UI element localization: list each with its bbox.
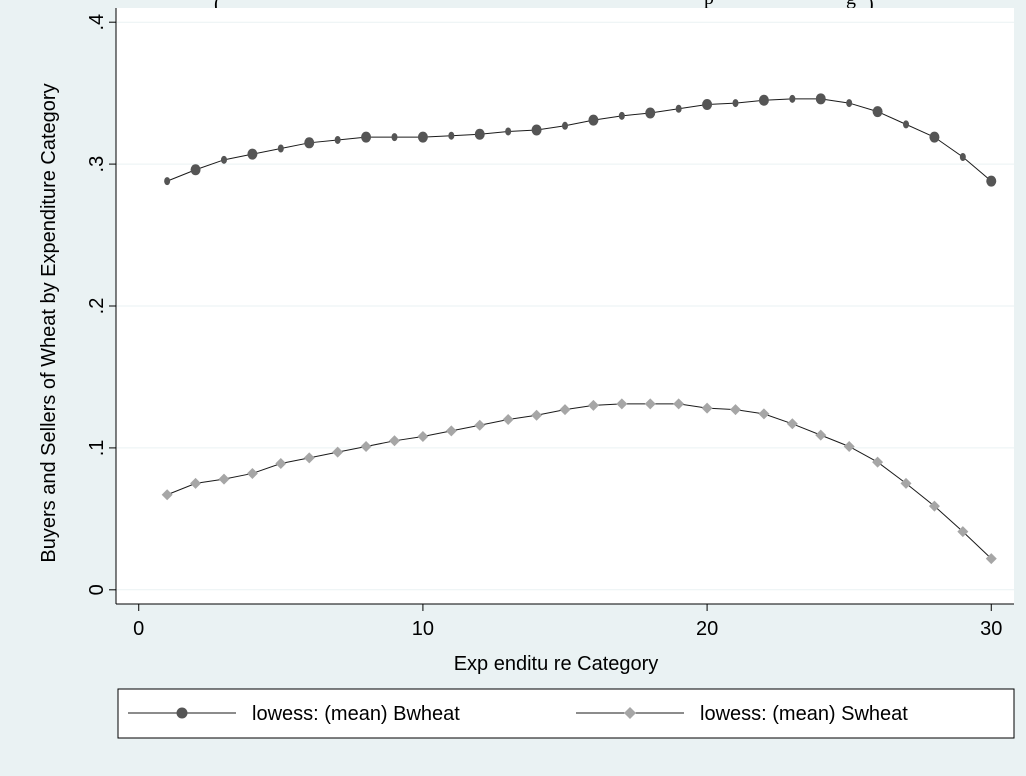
series-1-point-26 <box>900 477 912 489</box>
y-tick-label-1: .1 <box>86 440 108 457</box>
caption-fragment-close-paren: ) <box>867 0 874 15</box>
series-1-point-27 <box>928 500 940 512</box>
series-1-point-2 <box>218 473 230 485</box>
legend-label-bwheat: lowess: (mean) Bwheat <box>252 703 460 725</box>
x-tick-label-2: 20 <box>696 618 718 640</box>
series-0-point-22 <box>789 94 796 103</box>
series-1-point-18 <box>673 398 685 410</box>
series-0-point-2 <box>220 155 227 164</box>
series-1-point-17 <box>644 398 656 410</box>
series-0-point-29 <box>986 175 997 187</box>
grid-lines <box>116 21 1014 591</box>
series-1-point-29 <box>985 553 997 565</box>
series-0-point-17 <box>645 107 656 119</box>
series-1-point-14 <box>559 404 571 416</box>
legend-box <box>117 688 1015 739</box>
series-1-point-25 <box>872 456 884 468</box>
legend: lowess: (mean) Bwheat lowess: (mean) Swh… <box>117 688 1015 739</box>
y-tick-label-2: .2 <box>86 298 108 315</box>
series-line-1 <box>166 403 992 559</box>
series-1-point-1 <box>190 477 202 489</box>
caption-fragment-p: p <box>704 0 714 9</box>
series-0-point-14 <box>562 121 568 130</box>
caption-fragment-open-paren: ( <box>214 0 221 15</box>
series-0-point-7 <box>361 131 372 143</box>
y-axis-label: Buyers and Sellers of Wheat by Expenditu… <box>38 83 60 562</box>
series-0-point-26 <box>903 120 910 129</box>
axes: 0 .1 .2 .3 .4 0 10 20 30 <box>86 8 1014 640</box>
series-0-point-6 <box>334 135 341 144</box>
x-axis-label: Exp enditu re Category <box>454 653 659 675</box>
series-0-point-24 <box>846 99 853 108</box>
series-0-point-4 <box>277 144 284 153</box>
series-0-point-27 <box>929 131 940 143</box>
series-0-point-21 <box>758 94 769 106</box>
series-1-point-22 <box>786 418 798 430</box>
series-1-point-8 <box>388 435 400 447</box>
x-tick-label-1: 10 <box>412 618 434 640</box>
series-0-point-19 <box>702 98 713 110</box>
series-1-point-0 <box>161 489 173 501</box>
series-0-point-11 <box>474 128 485 140</box>
y-tick-label-3: .3 <box>86 156 108 173</box>
series-0-point-25 <box>872 106 883 118</box>
series-layer <box>161 93 997 565</box>
series-0-point-9 <box>417 131 428 143</box>
x-tick-label-0: 0 <box>133 618 144 640</box>
series-1-point-15 <box>587 399 599 411</box>
series-1-point-7 <box>360 440 372 452</box>
y-tick-label-0: 0 <box>86 584 108 595</box>
series-1-point-13 <box>531 409 543 421</box>
series-1-point-28 <box>957 526 969 538</box>
series-1-point-5 <box>303 452 315 464</box>
series-0-point-3 <box>247 148 258 160</box>
series-0-point-18 <box>675 104 682 113</box>
series-0-point-8 <box>391 133 398 142</box>
series-1-point-9 <box>417 431 429 443</box>
series-1-point-11 <box>474 419 486 431</box>
series-0-point-13 <box>531 124 542 136</box>
series-1-point-16 <box>616 398 628 410</box>
series-0-point-0 <box>164 177 171 186</box>
series-1-point-21 <box>758 408 770 420</box>
series-0-point-10 <box>448 131 455 140</box>
series-0-point-15 <box>588 114 599 126</box>
caption-fragment-g: g <box>846 0 856 9</box>
legend-marker-bwheat <box>176 707 188 719</box>
series-0-point-1 <box>190 164 201 176</box>
x-tick-label-3: 30 <box>980 618 1002 640</box>
series-1-point-6 <box>332 446 344 458</box>
legend-label-swheat: lowess: (mean) Swheat <box>700 703 908 725</box>
series-1-point-12 <box>502 414 514 426</box>
series-1-point-24 <box>843 440 855 452</box>
series-1-point-19 <box>701 402 713 414</box>
series-1-point-20 <box>730 404 742 416</box>
series-0-point-16 <box>618 111 625 120</box>
series-0-point-5 <box>304 137 315 149</box>
series-1-point-4 <box>275 458 287 470</box>
series-0-point-20 <box>732 99 739 108</box>
series-0-point-23 <box>815 93 826 105</box>
series-1-point-10 <box>445 425 457 437</box>
series-1-point-3 <box>246 467 258 479</box>
series-1-point-23 <box>815 429 827 441</box>
series-0-point-12 <box>505 127 512 136</box>
series-0-point-28 <box>959 153 966 161</box>
legend-marker-swheat <box>624 707 636 719</box>
y-tick-label-4: .4 <box>86 14 108 31</box>
